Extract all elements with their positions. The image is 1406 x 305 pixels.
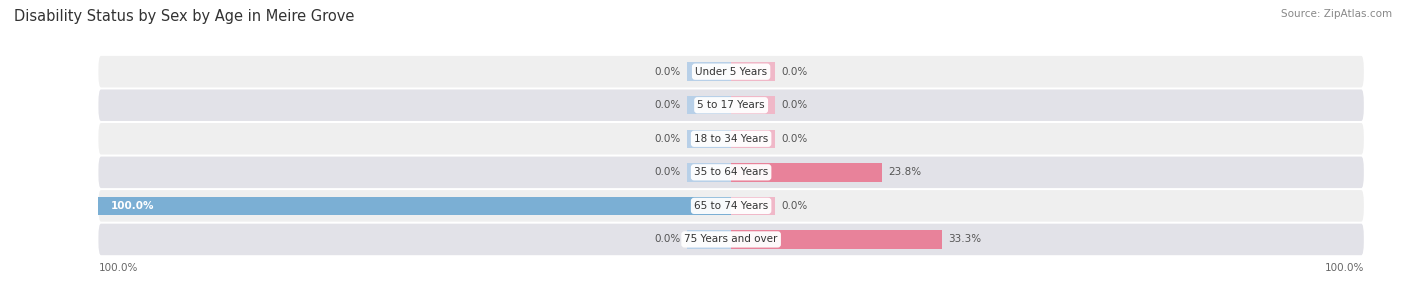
Bar — [731, 96, 776, 114]
Text: 0.0%: 0.0% — [782, 134, 808, 144]
Bar — [686, 96, 731, 114]
Bar — [731, 163, 882, 181]
Text: 100.0%: 100.0% — [1324, 263, 1364, 273]
Bar — [686, 230, 731, 249]
Text: 23.8%: 23.8% — [889, 167, 921, 177]
Text: 0.0%: 0.0% — [654, 134, 681, 144]
Text: 100.0%: 100.0% — [111, 201, 155, 211]
Text: 0.0%: 0.0% — [654, 67, 681, 77]
Text: 18 to 34 Years: 18 to 34 Years — [695, 134, 768, 144]
Text: 0.0%: 0.0% — [654, 235, 681, 244]
Bar — [731, 197, 776, 215]
Bar — [686, 163, 731, 181]
Text: 0.0%: 0.0% — [782, 201, 808, 211]
Bar — [731, 130, 776, 148]
Text: 0.0%: 0.0% — [782, 67, 808, 77]
Bar — [731, 230, 942, 249]
Text: 33.3%: 33.3% — [948, 235, 981, 244]
Bar — [686, 130, 731, 148]
Text: Source: ZipAtlas.com: Source: ZipAtlas.com — [1281, 9, 1392, 19]
FancyBboxPatch shape — [98, 123, 1364, 155]
FancyBboxPatch shape — [98, 89, 1364, 121]
Text: 65 to 74 Years: 65 to 74 Years — [695, 201, 768, 211]
Bar — [98, 197, 731, 215]
Text: 75 Years and over: 75 Years and over — [685, 235, 778, 244]
Text: 35 to 64 Years: 35 to 64 Years — [695, 167, 768, 177]
FancyBboxPatch shape — [98, 224, 1364, 255]
Text: 0.0%: 0.0% — [654, 100, 681, 110]
Bar — [686, 63, 731, 81]
FancyBboxPatch shape — [98, 156, 1364, 188]
Text: 0.0%: 0.0% — [654, 167, 681, 177]
Bar — [731, 63, 776, 81]
Text: Under 5 Years: Under 5 Years — [695, 67, 768, 77]
FancyBboxPatch shape — [98, 190, 1364, 222]
FancyBboxPatch shape — [98, 56, 1364, 88]
Text: 5 to 17 Years: 5 to 17 Years — [697, 100, 765, 110]
Text: Disability Status by Sex by Age in Meire Grove: Disability Status by Sex by Age in Meire… — [14, 9, 354, 24]
Text: 100.0%: 100.0% — [98, 263, 138, 273]
Text: 0.0%: 0.0% — [782, 100, 808, 110]
